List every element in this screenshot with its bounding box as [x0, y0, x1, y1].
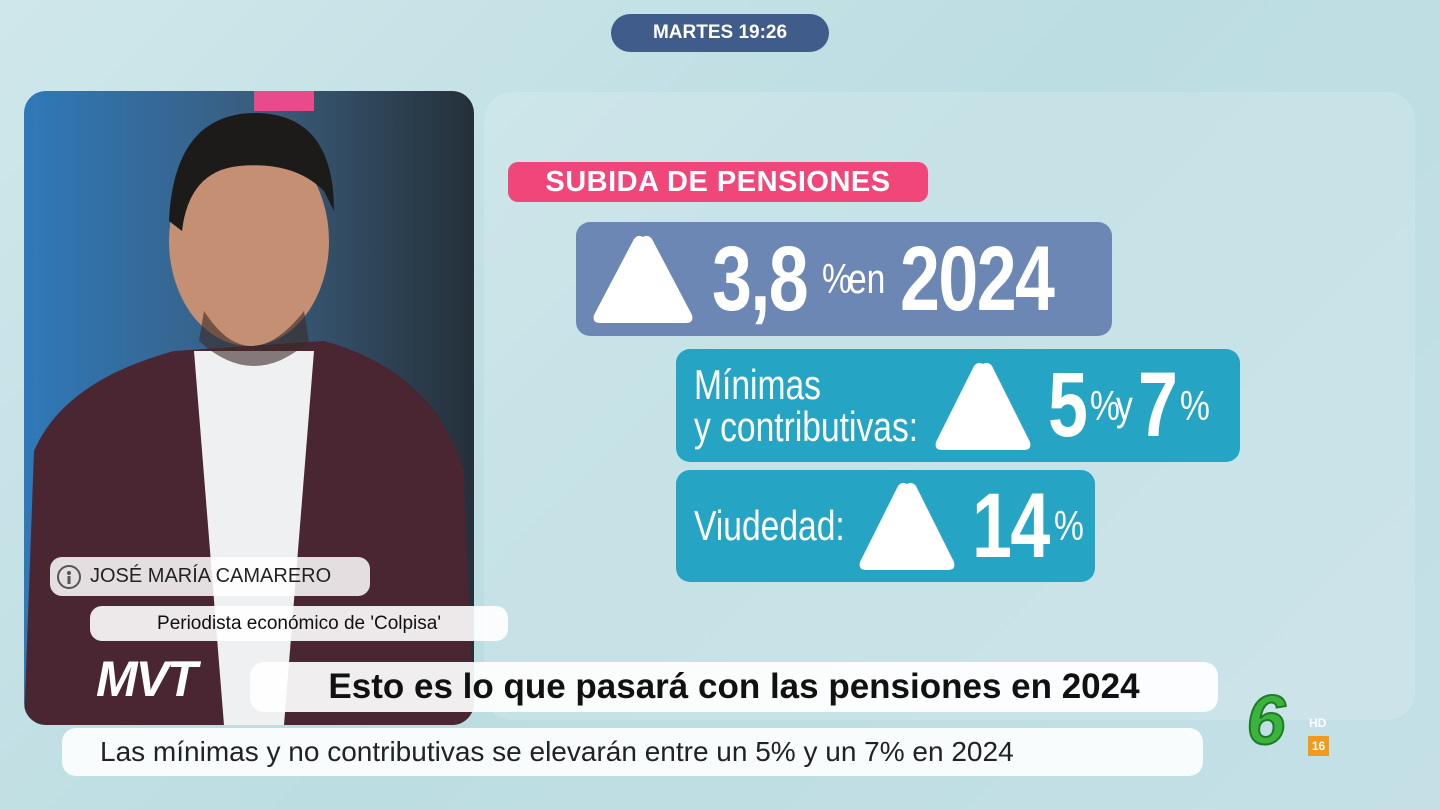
headline: Esto es lo que pasará con las pensiones … [328, 667, 1140, 706]
label: Viudedad: [694, 502, 845, 549]
subtitle-bar: Las mínimas y no contributivas se elevar… [62, 728, 1203, 776]
value: 5 [1048, 354, 1088, 456]
unit: % [822, 255, 852, 302]
label: Mínimas y contributivas: [694, 360, 930, 450]
connector: en [848, 255, 886, 302]
guest-name: JOSÉ MARÍA CAMARERO [90, 565, 332, 587]
tag-text: SUBIDA DE PENSIONES [545, 165, 891, 198]
time-badge: MARTES 19:26 [611, 14, 829, 52]
value: 7 [1138, 354, 1178, 456]
connector: y [1116, 381, 1133, 429]
viudedad-increase: Viudedad: 14 % [676, 470, 1095, 582]
label-line: y contributivas: [694, 402, 919, 450]
unit: % [1054, 502, 1084, 549]
label-line: Mínimas [694, 360, 821, 408]
graphic-tag: SUBIDA DE PENSIONES [508, 162, 928, 202]
general-increase: 3,8 % en 2024 [576, 222, 1112, 336]
unit: % [1090, 381, 1120, 429]
age-rating: 16 [1308, 736, 1329, 756]
value: 14 [972, 474, 1050, 577]
minimas-increase: Mínimas y contributivas: 5 % y 7 % [676, 349, 1240, 462]
guest-role: Periodista económico de 'Colpisa' [157, 612, 441, 634]
info-icon [57, 564, 81, 589]
headline-bar: Esto es lo que pasará con las pensiones … [250, 662, 1218, 712]
program-logo: MVT [96, 651, 198, 707]
year: 2024 [900, 227, 1055, 330]
guest-name-bar: JOSÉ MARÍA CAMARERO [50, 557, 370, 596]
subtitle: Las mínimas y no contributivas se elevar… [100, 736, 1014, 767]
up-arrow [935, 362, 1031, 450]
guest-role-bar: Periodista económico de 'Colpisa' [90, 606, 508, 641]
time: MARTES 19:26 [652, 22, 788, 43]
value: 3,8 [712, 227, 809, 330]
quality: HD [1309, 716, 1327, 730]
unit: % [1180, 381, 1210, 429]
channel-logo: 6 [1246, 680, 1287, 760]
up-arrow [859, 482, 955, 570]
up-arrow [593, 235, 693, 323]
